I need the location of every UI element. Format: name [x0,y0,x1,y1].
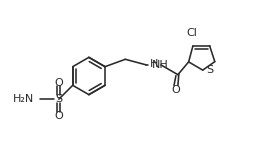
Text: S: S [207,65,214,75]
Text: H₂N: H₂N [13,94,34,104]
Text: S: S [55,94,62,104]
Text: H: H [150,59,158,69]
Text: NH: NH [152,60,169,70]
Text: Cl: Cl [187,28,197,38]
Text: O: O [55,111,63,121]
Text: O: O [171,85,180,95]
Text: O: O [55,78,63,88]
